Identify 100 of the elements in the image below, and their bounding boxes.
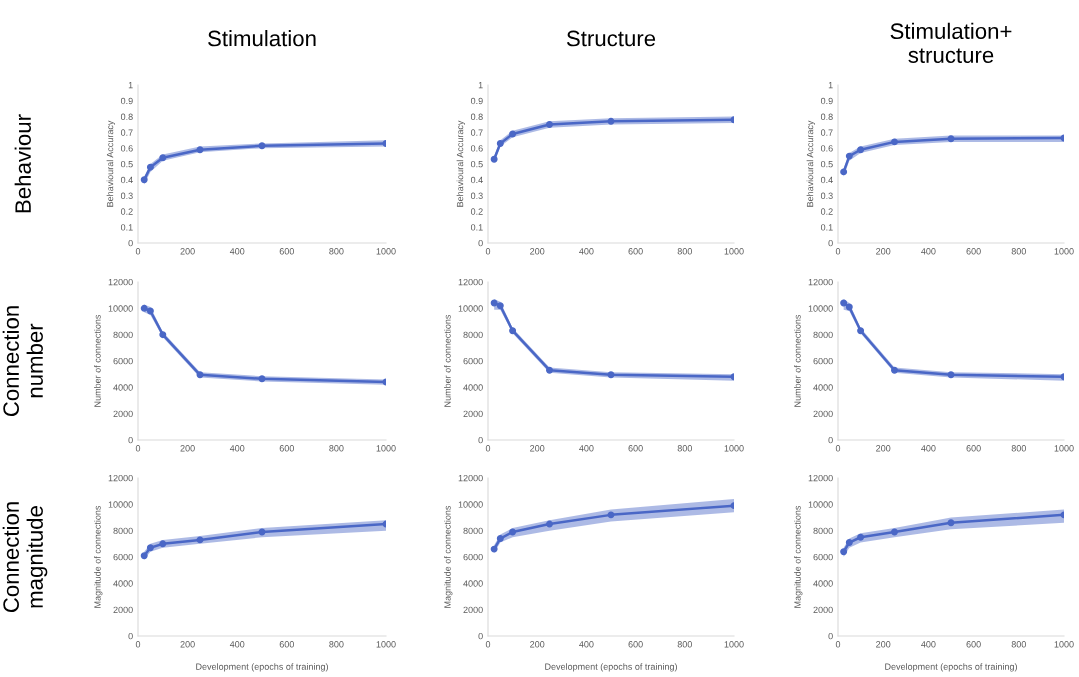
y-tick-label: 2000 (813, 410, 833, 418)
y-tick-label: 4000 (463, 580, 483, 587)
point (607, 511, 615, 519)
point (258, 142, 266, 150)
x-tick-label: 400 (579, 248, 594, 255)
point (196, 371, 204, 379)
point (509, 528, 517, 536)
y-axis-title: Behavioural Accuracy (106, 120, 116, 207)
y-tick-label: 0.2 (470, 208, 483, 215)
y-tick-label: 0 (478, 239, 483, 247)
x-axis-title: Development (epochs of training) (196, 663, 328, 672)
x-tick-label: 0 (485, 445, 491, 452)
point (845, 303, 853, 311)
y-tick-label: 12000 (458, 474, 483, 482)
point (490, 155, 498, 163)
y-tick-label: 12000 (108, 278, 133, 286)
point (857, 146, 865, 154)
point (607, 117, 615, 125)
text: Connection magnitude (2, 502, 48, 613)
x-tick-label: 800 (677, 445, 692, 452)
y-tick-label: 0.2 (120, 208, 133, 215)
x-tick-label: 0 (135, 641, 141, 648)
x-tick-label: 600 (279, 248, 294, 255)
x-tick-label: 200 (530, 641, 545, 648)
point (891, 366, 898, 374)
point (891, 138, 898, 146)
point (546, 520, 553, 528)
x-tick-label: 200 (876, 641, 891, 648)
y-tick-label: 2000 (813, 606, 833, 614)
x-tick-label: 600 (628, 641, 643, 648)
y-tick-label: 12000 (108, 474, 133, 482)
point (845, 539, 853, 546)
x-tick-label: 200 (876, 445, 891, 452)
y-tick-label: 8000 (813, 527, 833, 535)
y-tick-label: 0.3 (120, 192, 133, 199)
point (947, 135, 955, 143)
point (607, 371, 615, 379)
y-axis-title: Number of connections (794, 314, 801, 407)
y-tick-label: 8000 (463, 527, 483, 535)
x-tick-label: 600 (628, 445, 643, 452)
y-tick-label: 0.8 (470, 113, 483, 120)
x-tick-label: 200 (180, 641, 195, 648)
x-tick-label: 200 (530, 445, 545, 452)
y-tick-label: 10000 (808, 501, 833, 508)
point (159, 331, 167, 339)
point (857, 533, 865, 541)
y-tick-label: 0.2 (820, 208, 833, 215)
x-axis-title: Development (epochs of training) (545, 663, 677, 672)
y-tick-label: 0 (828, 632, 833, 640)
y-tick-label: 2000 (113, 410, 133, 418)
point (496, 535, 504, 543)
y-tick-label: 8000 (813, 331, 833, 339)
y-tick-label: 12000 (808, 474, 833, 482)
x-tick-label: 0 (835, 445, 841, 452)
point (140, 552, 148, 560)
point (159, 540, 167, 548)
y-tick-label: 0.5 (120, 160, 133, 168)
point (490, 545, 498, 553)
x-tick-label: 1000 (724, 445, 744, 452)
x-tick-label: 800 (677, 641, 692, 648)
y-axis-title: Behavioural Accuracy (806, 120, 816, 207)
y-tick-label: 0.4 (470, 176, 483, 184)
point (146, 307, 154, 315)
x-axis-title: Development (epochs of training) (885, 663, 1017, 672)
x-tick-label: 1000 (1054, 248, 1074, 255)
text: Behaviour (14, 114, 31, 213)
y-tick-label: 0.6 (120, 145, 133, 152)
point (840, 548, 848, 556)
x-tick-label: 600 (966, 445, 981, 452)
x-tick-label: 0 (485, 248, 491, 255)
point (546, 121, 553, 128)
point (891, 528, 898, 536)
x-tick-label: 400 (229, 641, 245, 648)
x-tick-label: 0 (835, 248, 841, 255)
y-tick-label: 1 (478, 82, 483, 89)
point (196, 536, 204, 544)
y-tick-label: 0.7 (470, 129, 483, 136)
x-tick-label: 800 (329, 641, 344, 648)
y-tick-label: 2000 (463, 410, 483, 418)
x-tick-label: 200 (530, 248, 545, 255)
point (947, 371, 955, 379)
y-tick-label: 0.5 (820, 160, 833, 168)
x-tick-label: 0 (485, 641, 491, 648)
y-axis-title: Magnitude of connections (94, 505, 103, 608)
x-tick-label: 600 (966, 248, 981, 255)
y-tick-label: 10000 (458, 305, 483, 312)
x-tick-label: 600 (279, 641, 294, 648)
x-tick-label: 200 (180, 445, 195, 452)
point (140, 176, 148, 184)
point (496, 302, 504, 310)
y-tick-label: 0.6 (820, 145, 833, 152)
x-tick-label: 1000 (376, 641, 396, 648)
y-tick-label: 0 (128, 632, 133, 640)
y-tick-label: 12000 (458, 278, 483, 286)
x-tick-label: 0 (135, 248, 141, 255)
y-tick-label: 0.1 (470, 224, 483, 231)
x-tick-label: 0 (835, 641, 841, 648)
x-tick-label: 1000 (724, 641, 744, 648)
y-tick-label: 8000 (113, 331, 133, 339)
y-tick-label: 4000 (813, 580, 833, 587)
